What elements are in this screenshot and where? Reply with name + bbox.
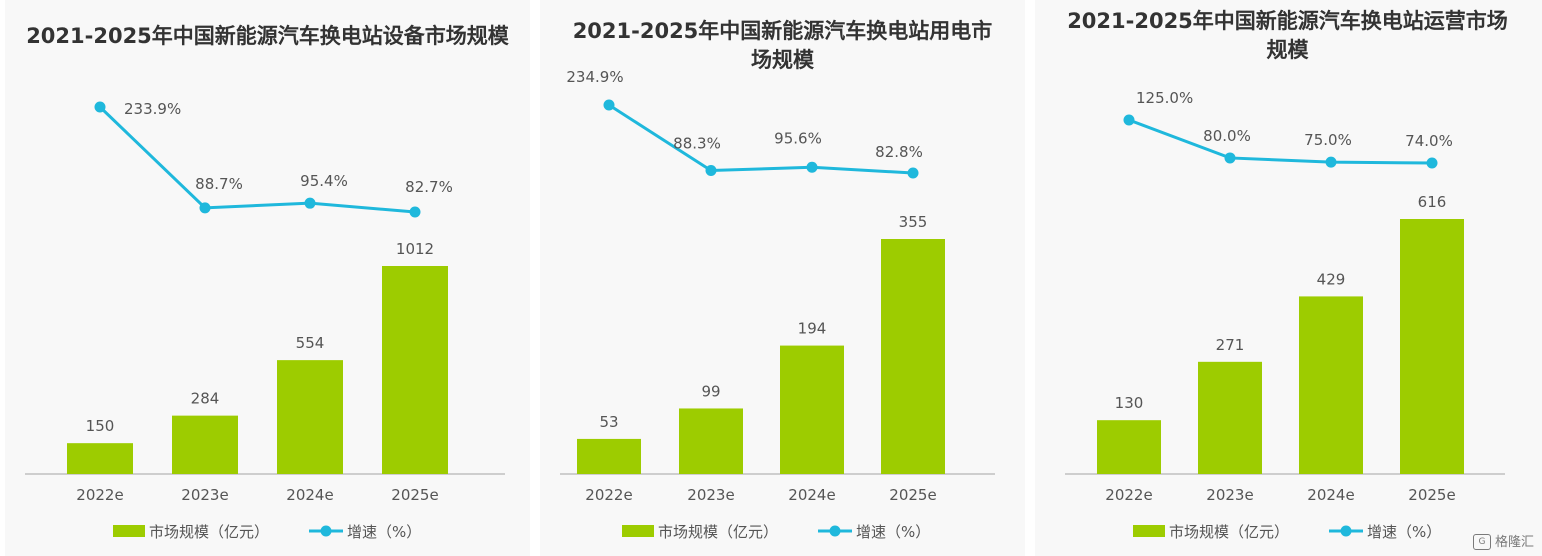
legend-bar-label: 市场规模（亿元） [149, 523, 269, 541]
bar-value-label: 99 [701, 382, 720, 400]
bar-value-label: 355 [899, 213, 928, 231]
growth-label: 233.9% [124, 100, 181, 118]
watermark-text: 格隆汇 [1494, 534, 1534, 550]
chart-title: 2021-2025年中国新能源汽车换电站用电市场规模 [572, 19, 993, 72]
bar-value-label: 150 [86, 417, 115, 435]
bar [577, 438, 641, 474]
watermark: G 格隆汇 [1472, 531, 1534, 550]
bar [172, 415, 238, 474]
bar [1299, 296, 1363, 474]
growth-point [304, 197, 316, 209]
growth-point [603, 99, 615, 111]
chart-title: 2021-2025年中国新能源汽车换电站运营市场规模 [1067, 9, 1508, 62]
growth-point [1123, 114, 1135, 126]
bar-value-label: 429 [1317, 270, 1346, 288]
growth-label: 82.7% [405, 178, 453, 196]
chart-panel-1: 2021-2025年中国新能源汽车换电站设备市场规模 150 2022e 284 20… [5, 0, 530, 556]
growth-label: 234.9% [566, 68, 623, 86]
growth-point [199, 202, 211, 214]
bar [382, 266, 448, 474]
x-tick-label: 2023e [1206, 486, 1253, 504]
bar [1198, 361, 1262, 474]
growth-point [705, 165, 717, 177]
bar [881, 239, 945, 474]
legend-bar-swatch [622, 525, 654, 537]
growth-line [98, 105, 416, 214]
x-tick-label: 2025e [1408, 486, 1455, 504]
bar-value-label: 130 [1115, 394, 1144, 412]
legend-line-label: 增速（%） [856, 523, 930, 541]
growth-point [1224, 152, 1236, 164]
growth-label: 75.0% [1304, 131, 1352, 149]
x-tick-label: 2025e [889, 486, 936, 504]
chart-canvas-3: 130 2022e 271 2023e 429 2024e 616 2025e 125.0% 80… [1065, 89, 1505, 541]
bar-value-label: 53 [599, 413, 618, 431]
bar [277, 360, 343, 474]
x-tick-label: 2024e [286, 486, 333, 504]
bar [780, 345, 844, 474]
growth-label: 80.0% [1203, 127, 1251, 145]
chart-panel-2: 2021-2025年中国新能源汽车换电站用电市场规模 53 2022e 99 2023… [540, 0, 1025, 556]
bar [679, 408, 743, 474]
bar-value-label: 271 [1216, 336, 1245, 354]
bar [67, 443, 133, 474]
chart-panel-3: 2021-2025年中国新能源汽车换电站运营市场规模 130 2022e 271 20… [1035, 0, 1542, 556]
legend-line-marker [829, 525, 841, 537]
x-tick-label: 2023e [687, 486, 734, 504]
growth-point [806, 161, 818, 173]
x-tick-label: 2024e [788, 486, 835, 504]
legend-bar-label: 市场规模（亿元） [1169, 523, 1289, 541]
growth-label: 95.6% [774, 129, 822, 147]
x-tick-label: 2022e [1105, 486, 1152, 504]
logo-box-icon: G [1472, 534, 1491, 550]
growth-point [907, 167, 919, 179]
bar-value-label: 1012 [396, 240, 434, 258]
x-tick-label: 2025e [391, 486, 438, 504]
growth-point [94, 101, 106, 113]
legend-bar-label: 市场规模（亿元） [658, 523, 778, 541]
legend-bar-swatch [113, 525, 145, 537]
chart-canvas-2: 53 2022e 99 2023e 194 2024e 355 2025e 234.9% 88.3… [560, 68, 995, 541]
growth-line [1128, 118, 1433, 165]
growth-point [1426, 157, 1438, 169]
growth-label: 74.0% [1405, 132, 1453, 150]
legend-line-label: 增速（%） [1367, 523, 1441, 541]
legend-line-marker [1340, 525, 1352, 537]
growth-label: 82.8% [875, 143, 923, 161]
growth-label: 88.3% [673, 135, 721, 153]
bar-value-label: 284 [191, 390, 220, 408]
legend-line-marker [320, 525, 332, 537]
x-tick-label: 2024e [1307, 486, 1354, 504]
growth-point [409, 206, 421, 218]
bar-value-label: 554 [296, 334, 325, 352]
bar [1400, 219, 1464, 474]
legend-line-label: 增速（%） [347, 523, 421, 541]
chart-title: 2021-2025年中国新能源汽车换电站设备市场规模 [26, 24, 509, 48]
growth-label: 95.4% [300, 172, 348, 190]
growth-point [1325, 156, 1337, 168]
bar [1097, 420, 1161, 474]
chart-canvas-1: 150 2022e 284 2023e 554 2024e 1012 2025e 233.9% 8… [25, 100, 505, 541]
bar-value-label: 194 [798, 320, 827, 338]
bar-value-label: 616 [1418, 193, 1447, 211]
growth-line [608, 103, 914, 175]
x-tick-label: 2022e [76, 486, 123, 504]
growth-label: 125.0% [1136, 89, 1193, 107]
growth-label: 88.7% [195, 175, 243, 193]
legend-bar-swatch [1133, 525, 1165, 537]
x-tick-label: 2023e [181, 486, 228, 504]
x-tick-label: 2022e [585, 486, 632, 504]
